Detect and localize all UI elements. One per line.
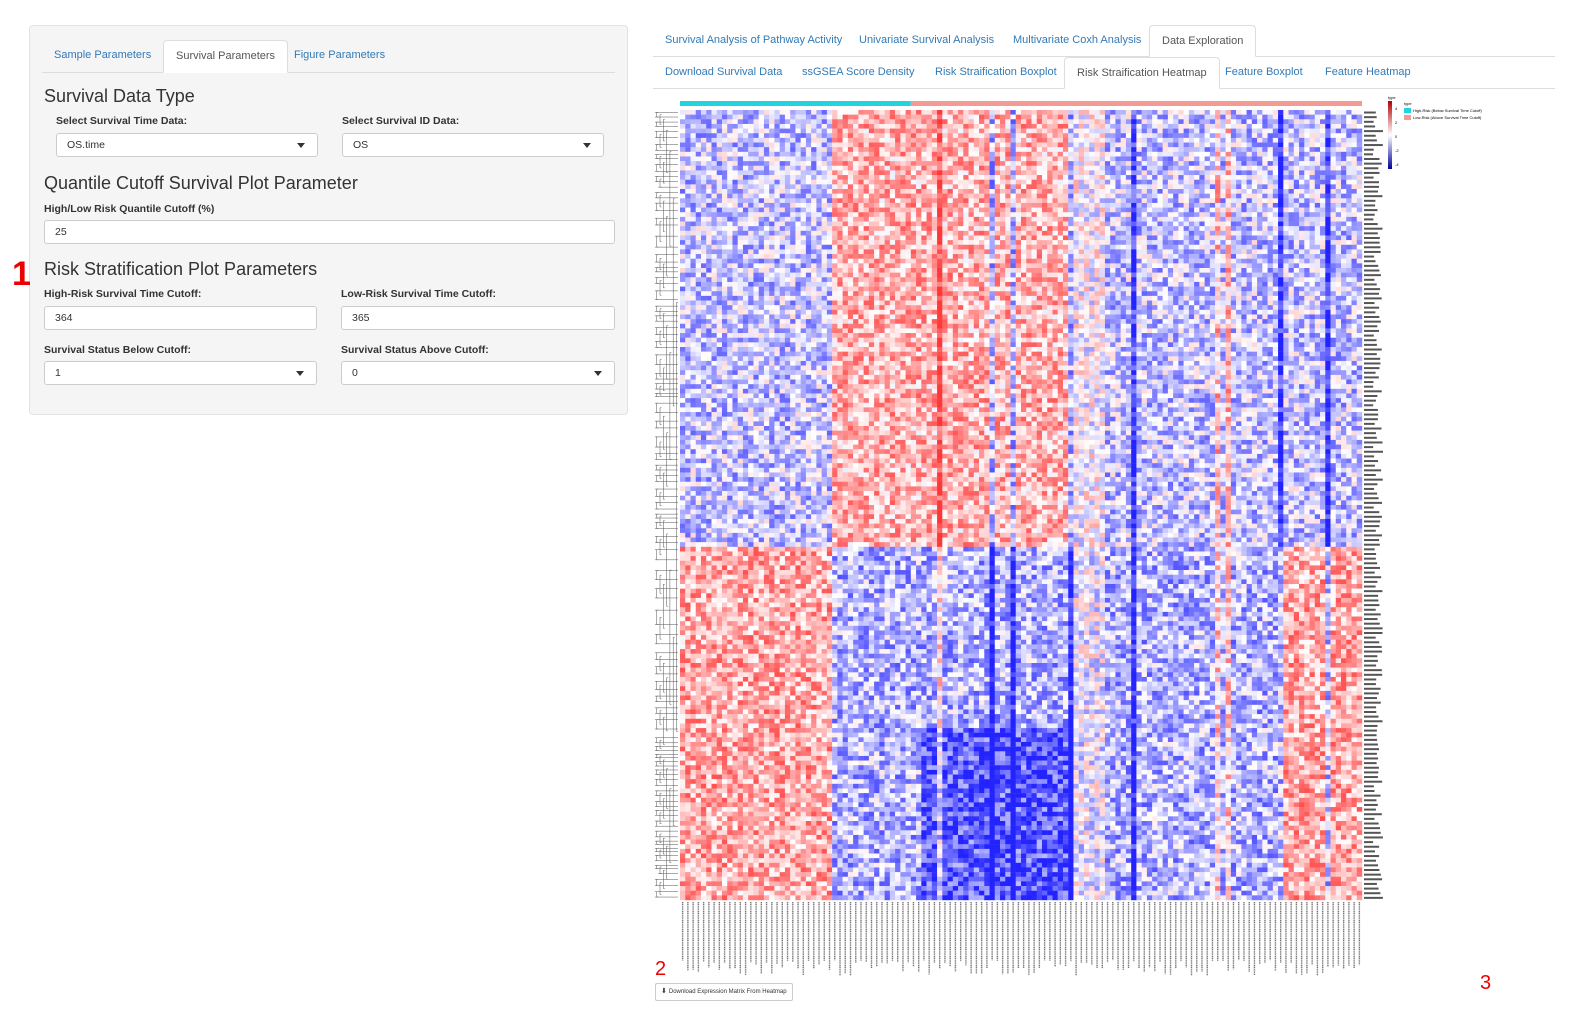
quantile-cutoff-heading: Quantile Cutoff Survival Plot Parameter — [44, 173, 358, 194]
high-risk-cutoff-label: High-Risk Survival Time Cutoff: — [44, 288, 201, 300]
row-dendrogram — [655, 112, 678, 897]
heatmap-cells — [680, 110, 1362, 900]
chevron-down-icon — [297, 143, 305, 148]
tab-risk-boxplot[interactable]: Risk Straification Boxplot — [923, 57, 1069, 88]
survival-time-value: OS.time — [67, 139, 105, 151]
status-above-value: 0 — [352, 367, 358, 379]
color-scale-bar — [1388, 101, 1392, 169]
tab-download-survival[interactable]: Download Survival Data — [653, 57, 794, 88]
legend-label-low-risk: Low-Risk (Above Survival Time Cutoff) — [1413, 115, 1482, 120]
chevron-down-icon — [583, 143, 591, 148]
parameters-panel: Sample Parameters Survival Parameters Fi… — [29, 25, 628, 415]
chevron-down-icon — [296, 371, 304, 376]
status-below-value: 1 — [55, 367, 61, 379]
risk-stratification-heatmap: type type High-Risk (Below Survival Time… — [650, 95, 1555, 985]
legend-swatch-low-risk — [1404, 115, 1411, 120]
annotation-marker-1: 1 — [12, 255, 31, 294]
survival-time-label: Select Survival Time Data: — [56, 115, 187, 127]
download-expression-matrix-button[interactable]: ⬇ Download Expression Matrix From Heatmap — [655, 983, 793, 1001]
scale-tick-neg4: -4 — [1395, 162, 1399, 167]
tab-univariate[interactable]: Univariate Survival Analysis — [847, 25, 1006, 56]
status-below-label: Survival Status Below Cutoff: — [44, 344, 191, 356]
low-risk-cutoff-label: Low-Risk Survival Time Cutoff: — [341, 288, 496, 300]
tab-survival-parameters[interactable]: Survival Parameters — [163, 40, 288, 73]
sample-type-annotation-bar — [680, 101, 1362, 106]
low-risk-cutoff-value: 365 — [352, 312, 370, 324]
survival-data-type-heading: Survival Data Type — [44, 86, 195, 107]
high-risk-cutoff-input[interactable]: 364 — [44, 306, 317, 330]
scale-tick-neg2: -2 — [1395, 148, 1399, 153]
tab-survival-pathway[interactable]: Survival Analysis of Pathway Activity — [653, 25, 854, 56]
download-button-label: Download Expression Matrix From Heatmap — [669, 989, 787, 995]
download-icon: ⬇ — [661, 988, 667, 995]
tab-multivariate[interactable]: Multivariate Coxh Analysis — [1001, 25, 1153, 56]
chevron-down-icon — [594, 371, 602, 376]
survival-id-label: Select Survival ID Data: — [342, 115, 459, 127]
high-risk-cutoff-value: 364 — [55, 312, 73, 324]
legend-swatch-high-risk — [1404, 108, 1411, 113]
legend-label-high-risk: High-Risk (Below Survival Time Cutoff) — [1413, 108, 1483, 113]
heatmap-legend: type type High-Risk (Below Survival Time… — [1388, 95, 1483, 169]
annotation-marker-2: 2 — [655, 958, 666, 981]
tab-figure-parameters[interactable]: Figure Parameters — [282, 40, 397, 71]
legend-title: type — [1404, 101, 1412, 106]
legend-type-title: type — [1388, 95, 1396, 100]
annotation-marker-3: 3 — [1480, 972, 1491, 995]
risk-stratification-heading: Risk Stratification Plot Parameters — [44, 259, 317, 280]
sub-tabs: Download Survival Data ssGSEA Score Dens… — [653, 57, 1555, 89]
status-above-label: Survival Status Above Cutoff: — [341, 344, 489, 356]
main-tabs: Survival Analysis of Pathway Activity Un… — [653, 25, 1555, 57]
scale-tick-2: 2 — [1395, 120, 1398, 125]
row-gene-labels — [1364, 112, 1383, 899]
tab-risk-heatmap[interactable]: Risk Straification Heatmap — [1064, 57, 1220, 89]
parameter-tabs: Sample Parameters Survival Parameters Fi… — [42, 40, 615, 73]
quantile-cutoff-label: High/Low Risk Quantile Cutoff (%) — [44, 203, 214, 215]
tab-feature-heatmap[interactable]: Feature Heatmap — [1313, 57, 1423, 88]
tab-data-exploration[interactable]: Data Exploration — [1149, 25, 1256, 57]
tab-ssgsea-density[interactable]: ssGSEA Score Density — [790, 57, 927, 88]
survival-id-value: OS — [353, 139, 368, 151]
heatmap-svg: type type High-Risk (Below Survival Time… — [650, 95, 1555, 985]
survival-id-select[interactable]: OS — [342, 133, 604, 157]
column-sample-labels — [683, 902, 1360, 976]
quantile-cutoff-value: 25 — [55, 226, 67, 238]
status-above-select[interactable]: 0 — [341, 361, 615, 385]
tab-feature-boxplot[interactable]: Feature Boxplot — [1213, 57, 1315, 88]
scale-tick-0: 0 — [1395, 134, 1398, 139]
tab-sample-parameters[interactable]: Sample Parameters — [42, 40, 163, 71]
status-below-select[interactable]: 1 — [44, 361, 317, 385]
low-risk-cutoff-input[interactable]: 365 — [341, 306, 615, 330]
quantile-cutoff-input[interactable]: 25 — [44, 220, 615, 244]
survival-time-select[interactable]: OS.time — [56, 133, 318, 157]
scale-tick-4: 4 — [1395, 106, 1398, 111]
